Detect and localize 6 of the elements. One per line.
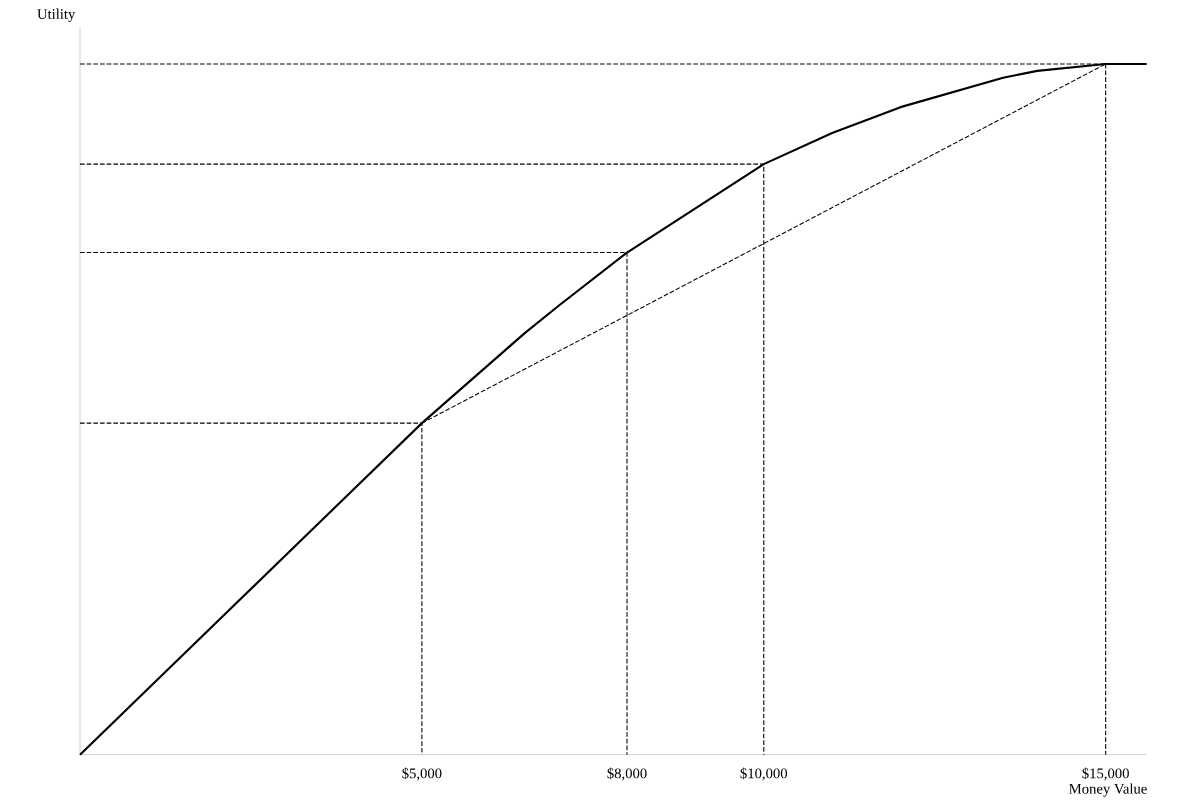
x-tick-label: $10,000 <box>740 767 788 781</box>
x-tick-label: $8,000 <box>607 767 647 781</box>
y-axis-title: Utility <box>37 8 76 22</box>
x-tick-label: $15,000 <box>1082 767 1129 781</box>
x-tick-label: $5,000 <box>402 767 442 781</box>
x-axis-title: Money Value <box>1069 783 1147 797</box>
